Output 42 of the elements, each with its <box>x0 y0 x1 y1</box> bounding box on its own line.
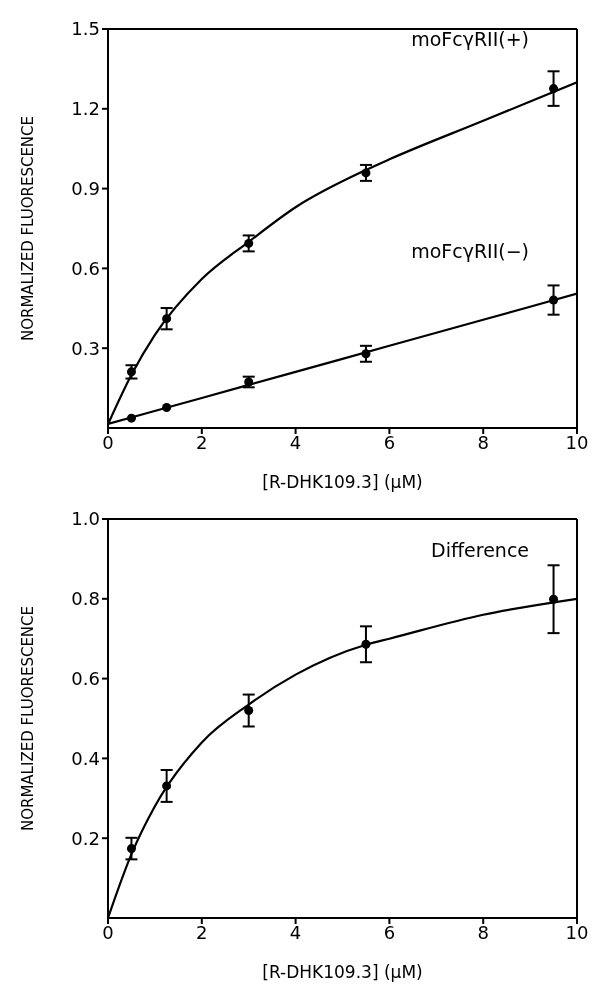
x-tick-label: 6 <box>383 431 396 453</box>
x-tick-label: 0 <box>102 431 114 453</box>
x-tick-label: 4 <box>289 921 302 943</box>
text: Difference <box>431 538 530 561</box>
point <box>126 844 136 854</box>
y-tick-label: 0.4 <box>71 747 100 769</box>
point <box>162 403 172 413</box>
point <box>361 168 371 178</box>
y-tick-label: 1.5 <box>71 18 100 40</box>
point <box>244 238 254 248</box>
text: moFcγRII(−) <box>411 239 530 262</box>
x-tick-label: 0 <box>102 921 114 943</box>
point <box>549 594 559 604</box>
y-tick-label: 1.2 <box>71 98 100 120</box>
text: moFcγRII(+) <box>411 28 530 51</box>
point <box>361 639 371 649</box>
y-tick-label: 0.8 <box>71 588 100 610</box>
point <box>162 781 172 791</box>
x-tick-label: 2 <box>196 431 208 453</box>
x-axis-title: [R-DHK109.3] (μM) <box>262 962 423 982</box>
point <box>549 295 559 305</box>
y-tick-label: 0.3 <box>71 337 100 359</box>
x-tick-label: 2 <box>196 921 208 943</box>
point <box>361 349 371 359</box>
x-tick-label: 8 <box>477 921 489 943</box>
y-tick-label: 0.6 <box>71 667 100 689</box>
x-tick-label: 8 <box>477 431 489 453</box>
y-tick-label: 0.2 <box>71 827 100 849</box>
y-tick-label: 0.9 <box>71 177 100 199</box>
x-tick-label: 4 <box>289 431 302 453</box>
point <box>244 706 254 716</box>
x-tick-label: 10 <box>565 431 589 453</box>
y-axis-title: NORMALIZED FLUORESCENCE <box>19 115 38 342</box>
x-axis-title: [R-DHK109.3] (μM) <box>262 472 423 492</box>
y-axis-title: NORMALIZED FLUORESCENCE <box>19 605 38 832</box>
point <box>549 84 559 94</box>
point <box>162 314 172 324</box>
point <box>126 413 136 423</box>
x-tick-label: 10 <box>565 921 589 943</box>
x-tick-label: 6 <box>383 921 396 943</box>
y-tick-label: 0.6 <box>71 257 100 279</box>
y-tick-label: 1.0 <box>71 508 100 530</box>
